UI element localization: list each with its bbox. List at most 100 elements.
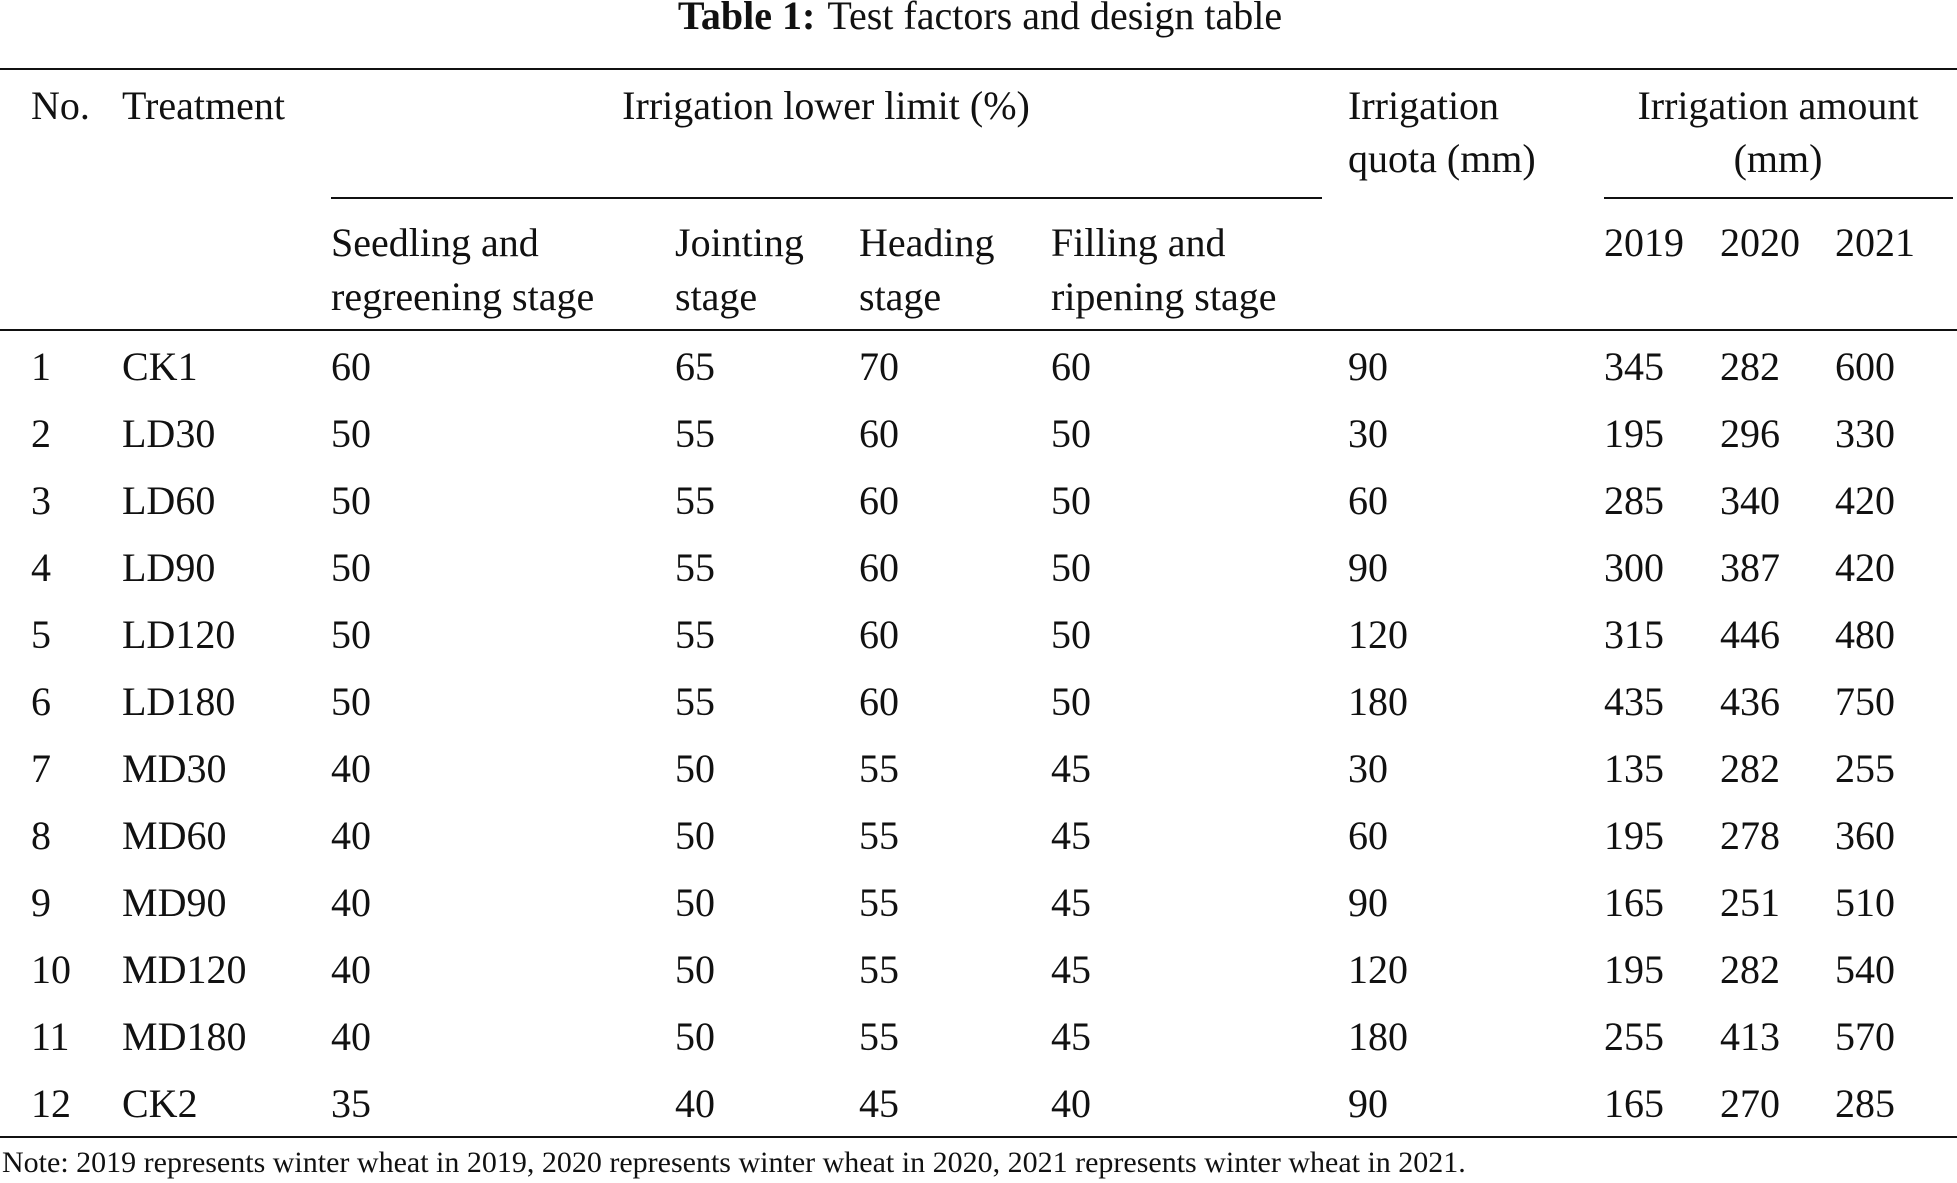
table-cell: 135	[1604, 746, 1664, 791]
table-cell: 2	[31, 411, 51, 456]
header-cell: (mm)	[1734, 136, 1823, 181]
header-cell: Irrigation lower limit (%)	[622, 83, 1030, 128]
header-cell: quota (mm)	[1348, 136, 1536, 181]
table-cell: 60	[1348, 813, 1388, 858]
table-cell: 296	[1720, 411, 1780, 456]
table-cell: 195	[1604, 947, 1664, 992]
table-cell: 55	[859, 880, 899, 925]
table-cell: 360	[1835, 813, 1895, 858]
table-cell: 7	[31, 746, 51, 791]
caption-label: Table 1:	[678, 0, 815, 38]
table-cell: 255	[1835, 746, 1895, 791]
table-cell: 60	[1348, 478, 1388, 523]
table-cell: 60	[859, 612, 899, 657]
table-cell: 540	[1835, 947, 1895, 992]
header-cell: ripening stage	[1051, 274, 1277, 319]
header-cell: Irrigation amount	[1637, 83, 1918, 128]
table-cell: 413	[1720, 1014, 1780, 1059]
table-cell: CK1	[122, 344, 198, 389]
table-cell: 120	[1348, 612, 1408, 657]
header-cell: 2020	[1720, 220, 1800, 265]
table-cell: 165	[1604, 1081, 1664, 1126]
table-cell: 9	[31, 880, 51, 925]
table-cell: 35	[331, 1081, 371, 1126]
header-cell: Jointing	[675, 220, 804, 265]
table-cell: 50	[331, 612, 371, 657]
table-cell: 750	[1835, 679, 1895, 724]
table-cell: 600	[1835, 344, 1895, 389]
table-cell: 270	[1720, 1081, 1780, 1126]
table-cell: 60	[859, 679, 899, 724]
table-cell: 55	[675, 478, 715, 523]
table-cell: MD90	[122, 880, 226, 925]
table-cell: 40	[331, 813, 371, 858]
table-cell: 45	[1051, 1014, 1091, 1059]
header-cell: regreening stage	[331, 274, 594, 319]
table-cell: 30	[1348, 746, 1388, 791]
table-cell: 70	[859, 344, 899, 389]
table-cell: 510	[1835, 880, 1895, 925]
table-cell: 255	[1604, 1014, 1664, 1059]
header-cell: No.	[31, 83, 90, 128]
table-cell: 6	[31, 679, 51, 724]
header-cell: stage	[675, 274, 757, 319]
table-cell: 282	[1720, 947, 1780, 992]
table-cell: 50	[675, 813, 715, 858]
table-cell: 420	[1835, 545, 1895, 590]
table-cell: 50	[675, 947, 715, 992]
table-cell: 446	[1720, 612, 1780, 657]
table-cell: 50	[1051, 411, 1091, 456]
table-cell: 180	[1348, 679, 1408, 724]
table-cell: MD60	[122, 813, 226, 858]
table-cell: 435	[1604, 679, 1664, 724]
table-cell: 285	[1604, 478, 1664, 523]
header-cell: Seedling and	[331, 220, 539, 265]
table-cell: 50	[331, 411, 371, 456]
table-cell: 50	[1051, 679, 1091, 724]
table-cell: 50	[331, 545, 371, 590]
table-cell: 282	[1720, 344, 1780, 389]
table-note: Note: 2019 represents winter wheat in 20…	[2, 1146, 1466, 1179]
table-cell: 165	[1604, 880, 1664, 925]
table-cell: LD90	[122, 545, 215, 590]
table-cell: 90	[1348, 1081, 1388, 1126]
header-cell: stage	[859, 274, 941, 319]
table-cell: 50	[1051, 478, 1091, 523]
table-cell: 11	[31, 1014, 70, 1059]
table-cell: 55	[859, 1014, 899, 1059]
caption-text: Test factors and design table	[827, 0, 1282, 38]
table-cell: LD60	[122, 478, 215, 523]
table-cell: 50	[675, 880, 715, 925]
table-cell: 45	[1051, 813, 1091, 858]
table-cell: 55	[675, 612, 715, 657]
table-cell: 480	[1835, 612, 1895, 657]
table-cell: 90	[1348, 344, 1388, 389]
table-cell: 10	[31, 947, 71, 992]
table-caption: Table 1: Test factors and design table	[678, 0, 1282, 38]
table-cell: 12	[31, 1081, 71, 1126]
table-cell: 40	[675, 1081, 715, 1126]
table-cell: 50	[331, 478, 371, 523]
table-cell: 55	[859, 746, 899, 791]
table-cell: 420	[1835, 478, 1895, 523]
table-cell: 50	[675, 746, 715, 791]
table-cell: 50	[1051, 545, 1091, 590]
table-cell: 50	[675, 1014, 715, 1059]
table-cell: 40	[1051, 1081, 1091, 1126]
header-cell: Heading	[859, 220, 995, 265]
table-cell: LD180	[122, 679, 235, 724]
table-cell: 55	[859, 813, 899, 858]
table-cell: 570	[1835, 1014, 1895, 1059]
header-cell: 2019	[1604, 220, 1684, 265]
table-cell: 120	[1348, 947, 1408, 992]
header-cell: Irrigation	[1348, 83, 1499, 128]
table-cell: 8	[31, 813, 51, 858]
table-cell: 65	[675, 344, 715, 389]
table-cell: 180	[1348, 1014, 1408, 1059]
header-cell: Treatment	[122, 83, 285, 128]
table-cell: 55	[675, 679, 715, 724]
table-cell: 195	[1604, 411, 1664, 456]
table-cell: 50	[331, 679, 371, 724]
table-cell: 195	[1604, 813, 1664, 858]
